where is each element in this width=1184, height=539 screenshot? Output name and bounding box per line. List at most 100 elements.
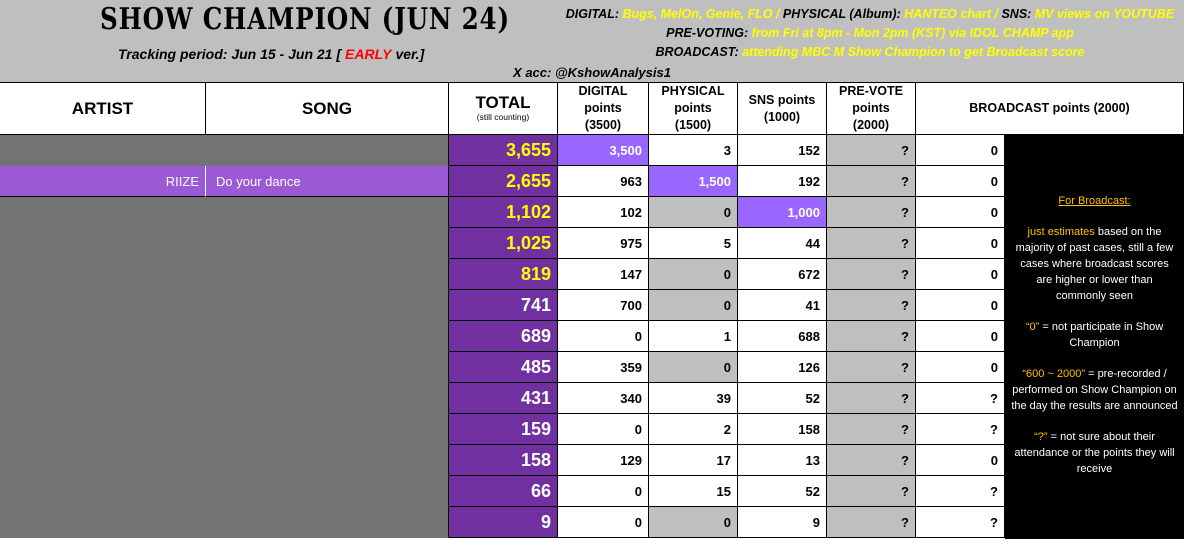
cell-text: 431 <box>520 387 551 408</box>
song-cell <box>206 383 449 414</box>
physical-cell: 1 <box>649 321 738 352</box>
cell-text: ? <box>901 235 909 251</box>
digital-cell: 340 <box>558 383 649 414</box>
info-label: DIGITAL: <box>565 7 620 21</box>
cell-text: ? <box>901 359 909 375</box>
song-cell <box>206 197 449 228</box>
cell-text: 1 <box>723 328 731 344</box>
sns-cell: 688 <box>738 321 827 352</box>
artist-cell <box>0 414 206 445</box>
cell-text: 485 <box>520 356 551 377</box>
pre-vote-cell: ? <box>827 321 916 352</box>
artist-cell <box>0 321 206 352</box>
total-cell: 3,655 <box>449 135 558 166</box>
total-cell: 66 <box>449 476 558 507</box>
physical-cell: 0 <box>649 507 738 538</box>
cell-text: 0 <box>990 297 998 313</box>
broadcast-cell: 0 <box>916 166 1005 197</box>
sns-cell: 126 <box>738 352 827 383</box>
total-cell: 741 <box>449 290 558 321</box>
digital-cell: 102 <box>558 197 649 228</box>
song-cell <box>206 445 449 476</box>
total-cell: 819 <box>449 259 558 290</box>
artist-cell <box>0 383 206 414</box>
sns-cell: 52 <box>738 476 827 507</box>
note-highlight: just estimates <box>1027 226 1095 238</box>
total-cell: 689 <box>449 321 558 352</box>
column-label: BROADCAST points (2000) <box>969 101 1130 115</box>
cell-text: 13 <box>805 452 820 468</box>
note-highlight: “?” <box>1034 431 1048 443</box>
note: “600 ~ 2000” = pre-recorded / performed … <box>1011 366 1178 414</box>
tracking-part: Tracking period: Jun 15 - Jun 21 [ <box>118 46 342 62</box>
physical-cell: 1,500 <box>649 166 738 197</box>
cell-text: ? <box>990 390 998 406</box>
cell-text: ? <box>990 483 998 499</box>
cell-text: 1,500 <box>698 173 731 189</box>
broadcast-cell: 0 <box>916 259 1005 290</box>
sns-cell: 9 <box>738 507 827 538</box>
broadcast-cell: 0 <box>916 321 1005 352</box>
cell-text: 0 <box>990 328 998 344</box>
pre-vote-cell: ? <box>827 414 916 445</box>
broadcast-cell: 0 <box>916 445 1005 476</box>
cell-text: 1,000 <box>787 204 820 220</box>
sns-cell: 13 <box>738 445 827 476</box>
note: “0” = not participate in Show Champion <box>1011 319 1178 351</box>
cell-text: 819 <box>520 263 551 284</box>
info-value: attending MBC M Show Champion to get Bro… <box>738 45 1085 59</box>
pre-vote-cell: ? <box>827 290 916 321</box>
cell-text: 3 <box>723 142 731 158</box>
sns-cell: 672 <box>738 259 827 290</box>
info-label: BROADCAST: <box>655 45 739 59</box>
column-header: SONG <box>206 82 449 135</box>
physical-cell: 39 <box>649 383 738 414</box>
cell-text: 0 <box>634 514 642 530</box>
note: For Broadcast: <box>1011 193 1178 209</box>
pre-vote-cell: ? <box>827 445 916 476</box>
physical-cell: 0 <box>649 352 738 383</box>
digital-cell: 0 <box>558 476 649 507</box>
broadcast-cell: 0 <box>916 228 1005 259</box>
note: just estimates based on the majority of … <box>1011 224 1178 304</box>
note-highlight: “0” <box>1025 321 1040 333</box>
cell-text: ? <box>901 173 909 189</box>
cell-text: 41 <box>805 297 820 313</box>
cell-text: 2,655 <box>505 170 551 191</box>
cell-text: 52 <box>805 390 820 406</box>
cell-text: 0 <box>990 359 998 375</box>
cell-text: ? <box>901 297 909 313</box>
column-header: TOTAL (still counting) <box>449 82 558 135</box>
broadcast-cell: 0 <box>916 197 1005 228</box>
sns-cell: 52 <box>738 383 827 414</box>
cell-text: ? <box>901 452 909 468</box>
cell-text: 689 <box>520 325 551 346</box>
song-cell <box>206 290 449 321</box>
pre-vote-cell: ? <box>827 197 916 228</box>
cell-text: 1,025 <box>505 232 551 253</box>
info-label: PHYSICAL (Album): <box>779 7 901 21</box>
cell-text: 0 <box>723 266 731 282</box>
cell-text: 0 <box>990 235 998 251</box>
digital-cell: 963 <box>558 166 649 197</box>
cell-text: 0 <box>723 204 731 220</box>
column-label: SONG <box>301 99 353 118</box>
sns-cell: 1,000 <box>738 197 827 228</box>
physical-cell: 17 <box>649 445 738 476</box>
song-cell <box>206 259 449 290</box>
broadcast-cell: 0 <box>916 352 1005 383</box>
cell-text: 0 <box>990 452 998 468</box>
cell-text: 0 <box>723 359 731 375</box>
broadcast-cell: ? <box>916 414 1005 445</box>
digital-cell: 0 <box>558 414 649 445</box>
info-line: PRE-VOTING: from Fri at 8pm - Mon 2pm (K… <box>560 24 1180 43</box>
cell-text: 39 <box>716 390 731 406</box>
digital-cell: 3,500 <box>558 135 649 166</box>
cell-text: ? <box>901 266 909 282</box>
pre-vote-cell: ? <box>827 476 916 507</box>
cell-text: 963 <box>620 173 642 189</box>
cell-text: 1,102 <box>505 201 551 222</box>
cell-text: 152 <box>798 142 820 158</box>
cell-text: 0 <box>634 328 642 344</box>
song-cell <box>206 228 449 259</box>
